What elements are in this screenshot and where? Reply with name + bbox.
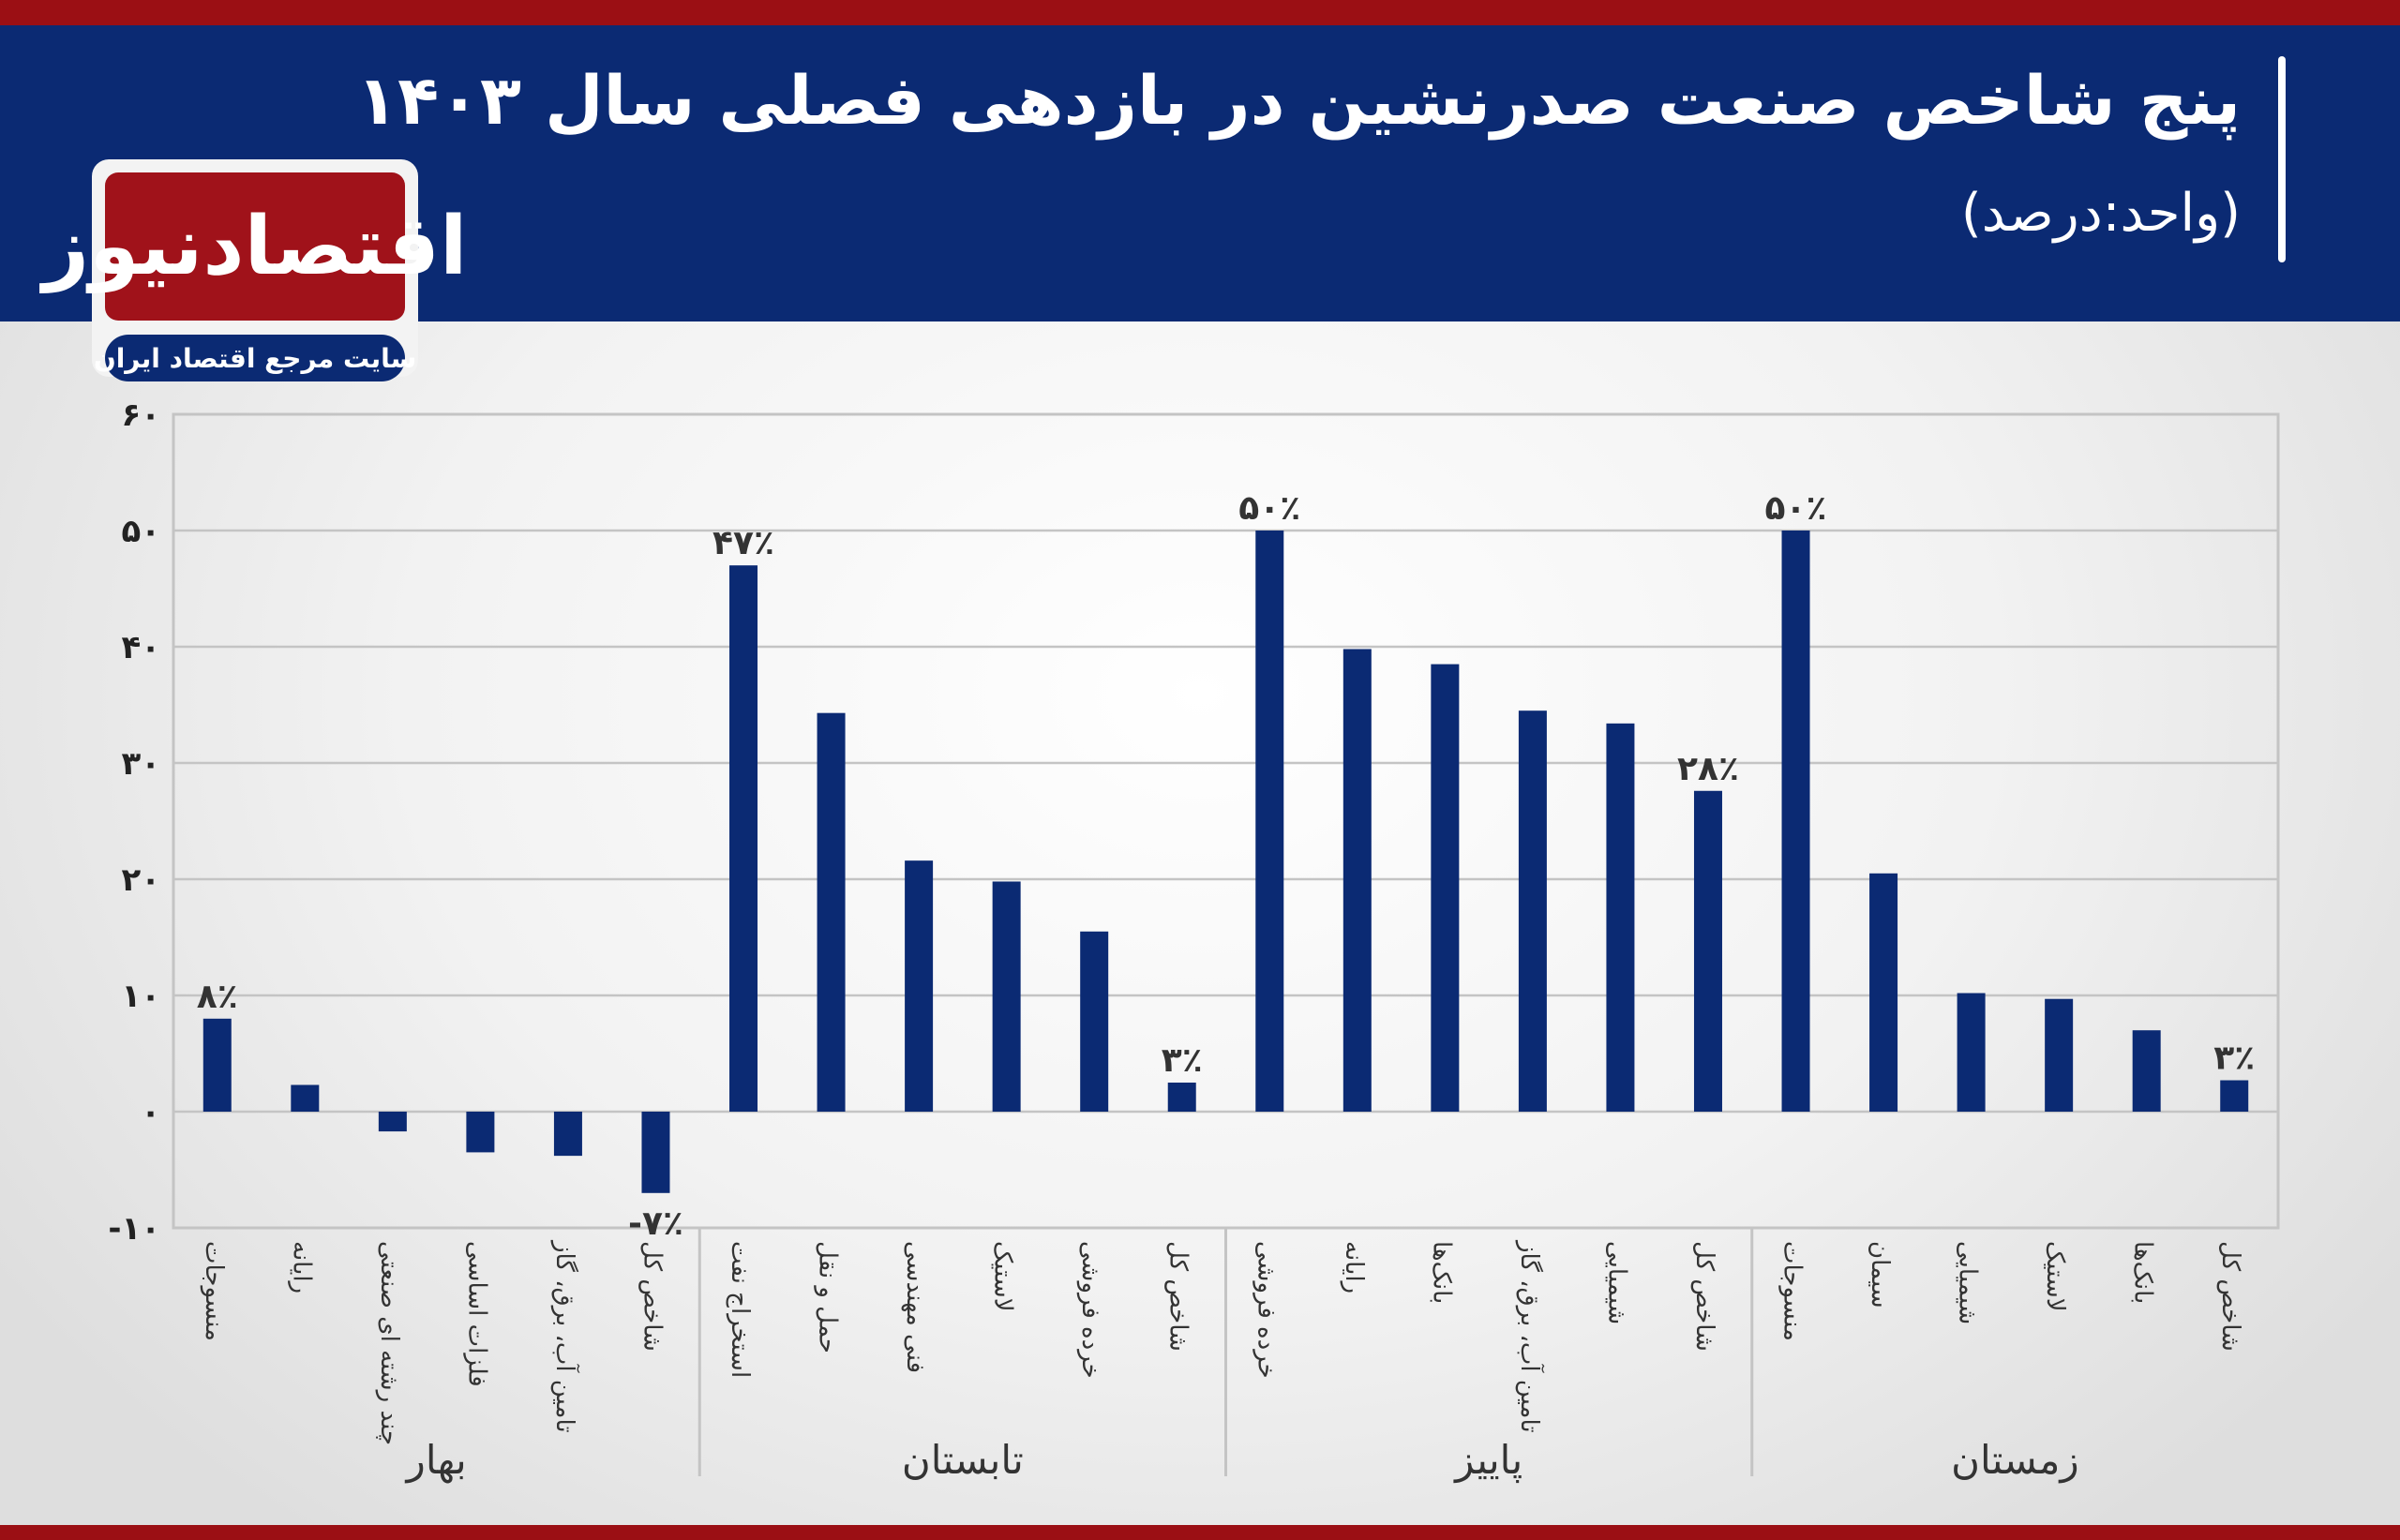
x-tick-label: شاخص کل <box>638 1241 666 1352</box>
bar <box>1167 1083 1196 1112</box>
x-tick-label: فنی مهندسی <box>901 1241 929 1373</box>
y-tick-label: ۵۰ <box>121 513 160 550</box>
data-label: ۴۷٪ <box>712 524 774 562</box>
bar <box>291 1084 320 1112</box>
y-tick-label: -۱۰ <box>108 1210 160 1248</box>
bar <box>2132 1030 2161 1112</box>
season-label: تابستان <box>902 1437 1024 1483</box>
title-divider <box>2278 56 2286 262</box>
season-label: بهار <box>405 1437 467 1484</box>
bar <box>729 565 758 1112</box>
bar <box>1693 790 1722 1112</box>
data-label: ۸٪ <box>197 978 238 1016</box>
x-tick-label: چند رشته ای صنعتی <box>375 1241 403 1445</box>
bar <box>553 1112 582 1157</box>
top-accent-bar <box>0 0 2400 25</box>
bottom-accent-bar <box>0 1525 2400 1540</box>
x-tick-label: خرده فروشی <box>1076 1241 1104 1379</box>
x-tick-label: فلزات اساسی <box>462 1241 490 1387</box>
data-label: ۵۰٪ <box>1765 489 1827 528</box>
season-label: زمستان <box>1951 1437 2079 1483</box>
y-tick-label: ۰ <box>141 1094 160 1131</box>
x-tick-label: لاستیک <box>2041 1241 2069 1312</box>
data-label: ۳٪ <box>2213 1039 2255 1078</box>
data-label: -۷٪ <box>628 1204 683 1243</box>
data-label: ۳٪ <box>1162 1041 1203 1080</box>
bar <box>1781 531 1810 1112</box>
bar <box>2045 998 2074 1112</box>
y-tick-label: ۶۰ <box>121 396 160 434</box>
bar <box>378 1112 407 1132</box>
logo-tagline: سایت مرجع اقتصاد ایران <box>93 342 417 374</box>
x-tick-label: شاخص کل <box>1164 1241 1192 1352</box>
x-tick-label: شیمیایی <box>1954 1241 1982 1324</box>
x-tick-label: تامین آب، برق، گاز <box>550 1239 580 1433</box>
x-tick-label: منسوجات <box>200 1241 228 1341</box>
data-label: ۲۸٪ <box>1677 750 1739 788</box>
bar <box>992 881 1021 1112</box>
x-tick-label: بانک‌ها <box>2129 1241 2157 1304</box>
x-tick-label: تامین آب، برق، گاز <box>1515 1239 1545 1433</box>
y-tick-label: ۴۰ <box>121 629 160 666</box>
bar <box>202 1018 232 1112</box>
bar <box>1255 531 1284 1112</box>
x-tick-label: منسوجات <box>1778 1241 1807 1341</box>
x-tick-label: شاخص کل <box>1690 1241 1718 1352</box>
bar <box>1518 710 1547 1112</box>
data-label: ۵۰٪ <box>1238 489 1300 528</box>
x-tick-label: خرده فروشی <box>1252 1241 1280 1379</box>
bar <box>1606 723 1635 1112</box>
bar <box>1431 664 1460 1112</box>
bar <box>1869 873 1898 1112</box>
bar <box>1080 931 1109 1112</box>
bar <box>2220 1080 2249 1112</box>
x-tick-label: سیمان <box>1866 1241 1894 1308</box>
logo: اقتصادنیوز <box>43 159 467 377</box>
bar <box>466 1112 495 1153</box>
unit-subtitle: (واحد:درصد) <box>1960 183 2241 244</box>
y-tick-label: ۳۰ <box>121 745 160 783</box>
x-tick-label: لاستیک <box>989 1241 1017 1312</box>
x-tick-label: بانک‌ها <box>1427 1241 1455 1304</box>
x-tick-label: شیمیایی <box>1602 1241 1630 1324</box>
y-tick-label: ۱۰ <box>121 978 160 1015</box>
logo-tagline-pill: سایت مرجع اقتصاد ایران <box>94 335 416 381</box>
x-tick-label: رایانه <box>1340 1241 1368 1293</box>
x-tick-label: حمل و نقل <box>814 1241 842 1353</box>
logo-badge: اقتصادنیوز <box>43 172 467 321</box>
page-title: پنج شاخص صنعت صدرنشین در بازدهی فصلی سال… <box>356 61 2241 140</box>
bar <box>905 860 934 1112</box>
bar <box>1957 993 1986 1112</box>
x-tick-label: استخراج نفت <box>726 1241 754 1378</box>
x-tick-label: رایانه <box>287 1241 315 1293</box>
bar <box>1342 649 1372 1112</box>
logo-name: اقتصادنیوز <box>42 200 468 293</box>
bar <box>641 1112 670 1193</box>
season-label: پاییز <box>1453 1437 1522 1484</box>
bar <box>817 712 846 1112</box>
y-tick-label: ۲۰ <box>121 861 160 899</box>
x-tick-label: شاخص کل <box>2216 1241 2244 1352</box>
